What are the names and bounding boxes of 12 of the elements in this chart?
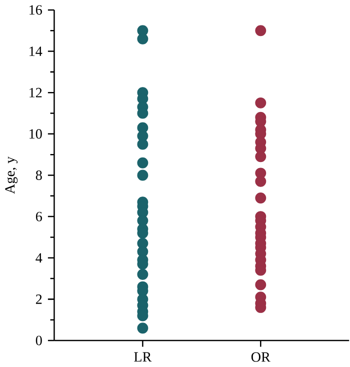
y-tick-label: 14 — [30, 46, 42, 56]
y-tick-label: 4 — [36, 253, 42, 263]
y-tick-label: 0 — [36, 336, 42, 346]
x-tick-label: LR — [134, 352, 152, 362]
y-tick-label: 12 — [30, 88, 42, 98]
y-tick-label: 2 — [36, 294, 42, 304]
y-tick-label: 8 — [36, 170, 42, 180]
y-tick-label: 16 — [30, 5, 42, 15]
x-tick-label: OR — [252, 352, 271, 362]
y-tick-label: 10 — [30, 129, 42, 139]
y-tick-label: 6 — [36, 212, 42, 222]
y-axis-title: Age, y — [5, 156, 18, 194]
